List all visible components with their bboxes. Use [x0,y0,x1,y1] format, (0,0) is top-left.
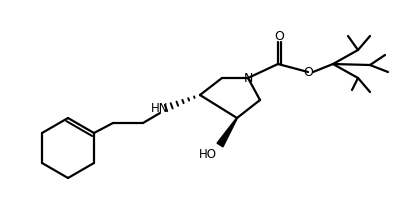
Text: N: N [243,71,253,85]
Text: O: O [303,66,313,78]
Text: HN: HN [150,102,168,114]
Text: O: O [274,29,284,42]
Text: HO: HO [199,148,217,162]
Polygon shape [217,118,237,147]
